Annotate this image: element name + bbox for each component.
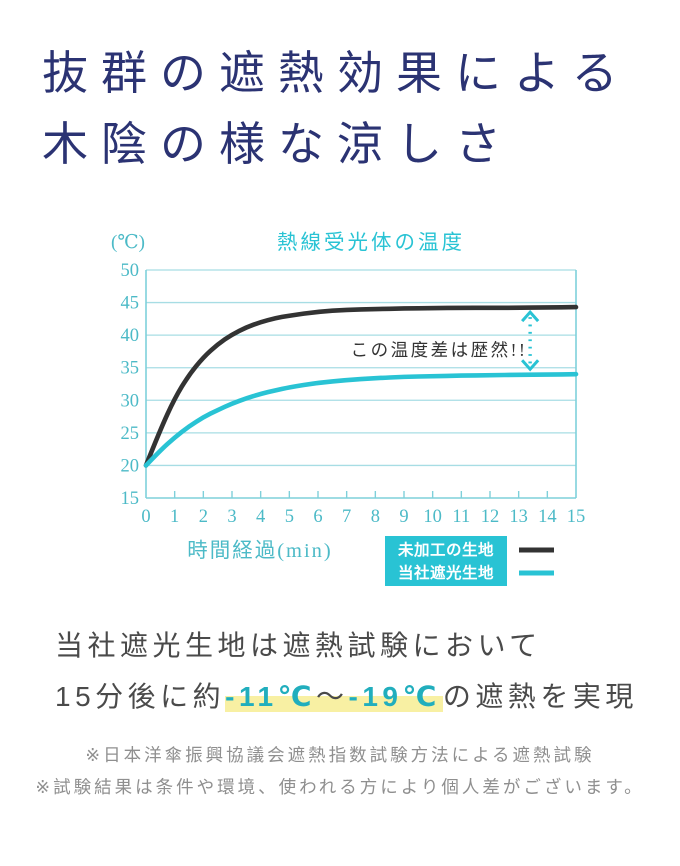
series-line-shading xyxy=(143,371,579,468)
claim-line1: 当社遮光生地は遮熱試験において xyxy=(55,630,542,661)
claim-text: 当社遮光生地は遮熱試験において 15分後に約-11℃〜-19℃の遮熱を実現 xyxy=(55,620,638,722)
x-tick-label-6: 6 xyxy=(313,507,322,527)
y-tick-label-40: 40 xyxy=(121,326,140,346)
temp-value-2: -19℃ xyxy=(348,681,441,712)
page-title-line1: 抜群の遮熱効果による xyxy=(42,48,631,99)
page-title: 抜群の遮熱効果による 木陰の様な涼しさ xyxy=(42,38,631,180)
x-tick-label-12: 12 xyxy=(481,507,500,527)
x-tick-label-10: 10 xyxy=(423,507,442,527)
footnote-line1: ※日本洋傘振興協議会遮熱指数試験方法による遮熱試験 xyxy=(85,745,595,765)
temperature-diff-arrow-icon xyxy=(521,309,540,372)
temp-range-highlight: -11℃〜-19℃ xyxy=(225,681,443,712)
x-tick-label-7: 7 xyxy=(342,507,351,527)
temp-tilde: 〜 xyxy=(316,681,349,712)
footnotes: ※日本洋傘振興協議会遮熱指数試験方法による遮熱試験 ※試験結果は条件や環境、使わ… xyxy=(0,740,680,803)
y-tick-label-45: 45 xyxy=(121,294,140,314)
series-line-untreated xyxy=(143,304,579,468)
legend-label-shading: 当社遮光生地 xyxy=(398,563,494,582)
temperature-diff-annotation: この温度差は歴然!! xyxy=(351,340,528,360)
x-tick-label-11: 11 xyxy=(452,507,470,527)
x-tick-label-5: 5 xyxy=(285,507,294,527)
y-tick-label-15: 15 xyxy=(121,489,140,509)
x-tick-label-4: 4 xyxy=(256,507,265,527)
x-tick-label-14: 14 xyxy=(538,507,557,527)
x-tick-label-9: 9 xyxy=(399,507,408,527)
temp-value-1: -11℃ xyxy=(225,681,316,712)
legend-label-untreated: 未加工の生地 xyxy=(397,540,494,559)
x-axis-label: 時間経過(min) xyxy=(187,539,333,562)
y-tick-label-35: 35 xyxy=(121,359,140,379)
temperature-chart: 15 20 25 30 35 40 45 50 0 1 2 3 4 5 6 7 8 9 10 11 12 13 14 15 (℃… xyxy=(95,225,595,597)
y-tick-label-25: 25 xyxy=(121,424,140,444)
x-tick-label-8: 8 xyxy=(371,507,380,527)
page-title-line2: 木陰の様な涼しさ xyxy=(42,119,514,170)
chart-title: 熱線受光体の温度 xyxy=(277,231,465,254)
x-tick-label-13: 13 xyxy=(509,507,527,527)
y-tick-label-50: 50 xyxy=(121,261,140,281)
x-tick-label-2: 2 xyxy=(199,507,208,527)
x-tick-label-3: 3 xyxy=(227,507,236,527)
y-tick-label-30: 30 xyxy=(121,391,140,411)
y-tick-label-20: 20 xyxy=(121,456,140,476)
x-tick-label-1: 1 xyxy=(170,507,179,527)
claim-line2-suffix: の遮熱を実現 xyxy=(442,681,638,712)
footnote-line2: ※試験結果は条件や環境、使われる方により個人差がございます。 xyxy=(35,776,645,797)
x-tick-label-0: 0 xyxy=(141,507,150,527)
x-tick-label-15: 15 xyxy=(567,507,586,527)
claim-line2-prefix: 15分後に約 xyxy=(55,681,226,712)
y-axis-unit-label: (℃) xyxy=(111,232,145,253)
